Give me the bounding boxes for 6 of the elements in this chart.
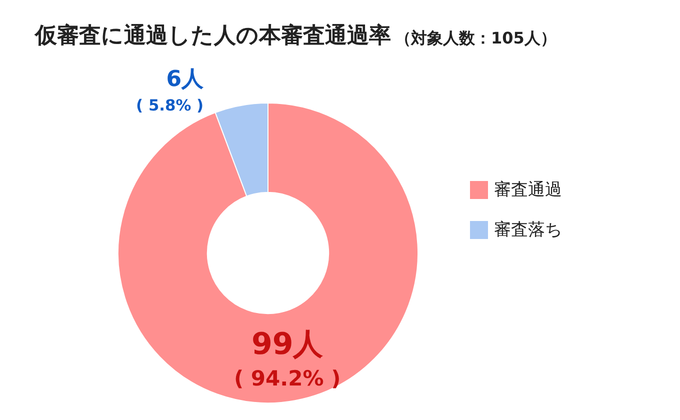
chart-title: 仮審査に通過した人の本審査通過率 <box>34 22 391 48</box>
legend-label: 審査通過 <box>494 180 562 200</box>
legend-label: 審査落ち <box>494 220 562 240</box>
data-label: 6人 ( 5.8% ) <box>136 67 205 115</box>
chart-subtitle: （対象人数：105人） <box>395 28 556 48</box>
data-label: 99人 ( 94.2% ) <box>234 327 341 391</box>
